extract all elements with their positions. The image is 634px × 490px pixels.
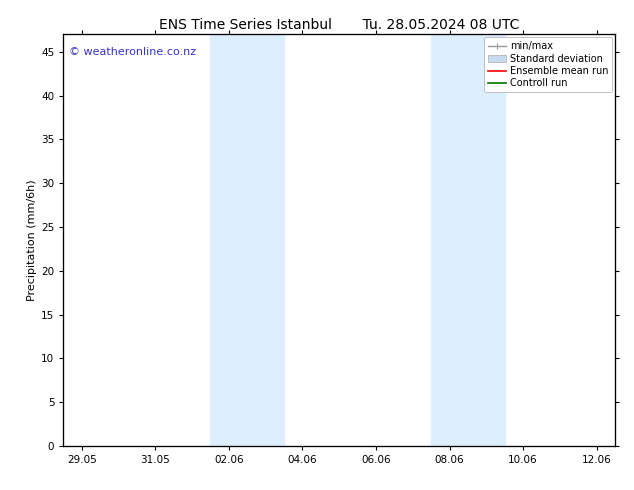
Y-axis label: Precipitation (mm/6h): Precipitation (mm/6h) bbox=[27, 179, 37, 301]
Legend: min/max, Standard deviation, Ensemble mean run, Controll run: min/max, Standard deviation, Ensemble me… bbox=[484, 37, 612, 92]
Bar bbox=[210, 34, 284, 446]
Bar bbox=[431, 34, 505, 446]
Text: © weatheronline.co.nz: © weatheronline.co.nz bbox=[69, 47, 196, 57]
Title: ENS Time Series Istanbul       Tu. 28.05.2024 08 UTC: ENS Time Series Istanbul Tu. 28.05.2024 … bbox=[159, 18, 519, 32]
